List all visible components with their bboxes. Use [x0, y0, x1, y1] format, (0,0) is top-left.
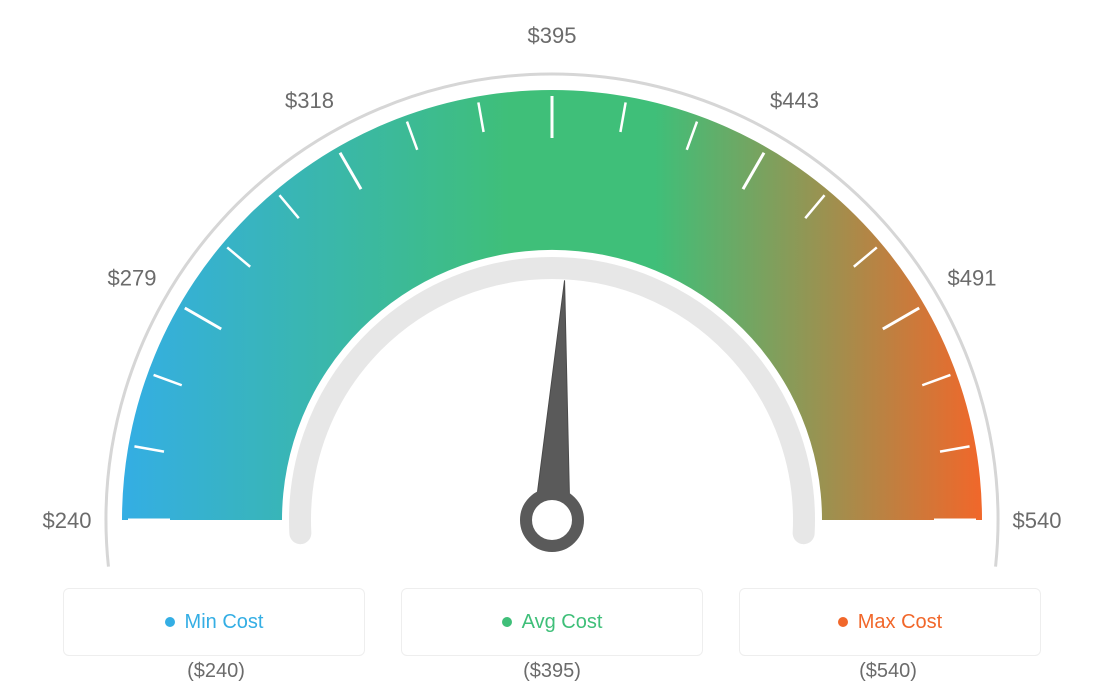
legend-value-max: ($540): [738, 660, 1038, 683]
legend-value-min: ($240): [66, 660, 366, 683]
legend-label-min: Min Cost: [185, 611, 264, 634]
gauge-svg: $240 $279 $318 $395 $443 $491 $540: [0, 0, 1104, 580]
legend-dot-avg: [502, 617, 512, 627]
legend-box-avg: Avg Cost: [401, 588, 703, 656]
legend-box-min: Min Cost: [63, 588, 365, 656]
legend-row: Min Cost Avg Cost Max Cost: [0, 588, 1104, 656]
gauge-tick-label: $443: [770, 88, 819, 113]
legend-dot-min: [165, 617, 175, 627]
legend-values-row: ($240) ($395) ($540): [0, 660, 1104, 683]
legend-label-max: Max Cost: [858, 611, 942, 634]
gauge-tick-label: $318: [285, 88, 334, 113]
gauge-needle: [534, 280, 570, 521]
gauge-needle-hub: [526, 494, 578, 546]
legend-label-avg: Avg Cost: [522, 611, 603, 634]
gauge-tick-label: $279: [108, 266, 157, 291]
legend-dot-max: [838, 617, 848, 627]
cost-gauge-chart: $240 $279 $318 $395 $443 $491 $540 Min Cost Av…: [0, 0, 1104, 690]
gauge-tick-label: $491: [948, 266, 997, 291]
gauge-tick-label: $395: [528, 23, 577, 48]
gauge-tick-label: $540: [1013, 508, 1062, 533]
gauge-tick-label: $240: [43, 508, 92, 533]
legend-value-avg: ($395): [402, 660, 702, 683]
legend-box-max: Max Cost: [739, 588, 1041, 656]
gauge-stage: $240 $279 $318 $395 $443 $491 $540: [0, 0, 1104, 580]
